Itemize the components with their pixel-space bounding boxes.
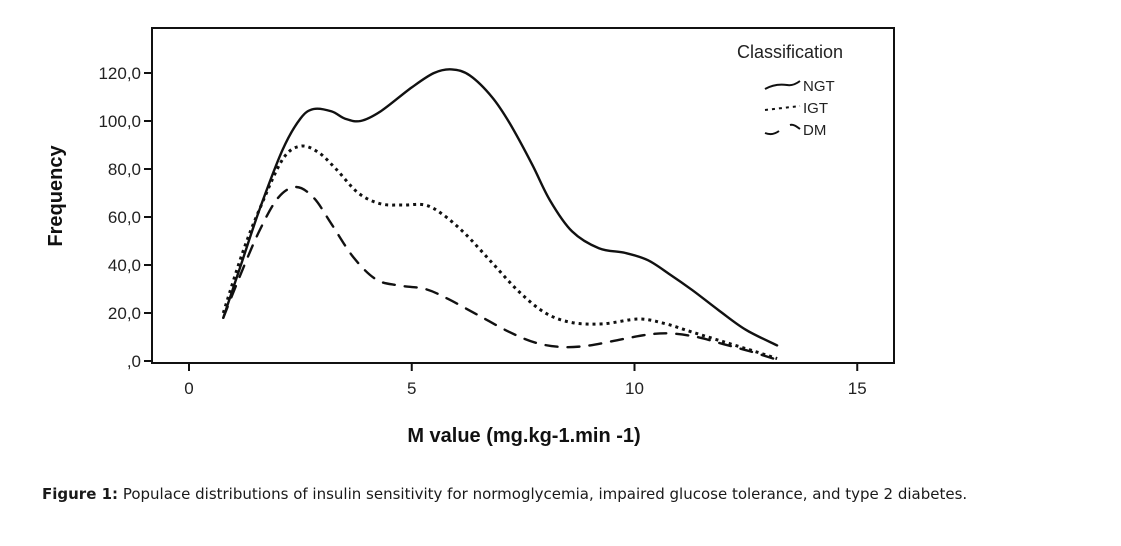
plot-frame [151,27,895,364]
legend-label-igt: IGT [803,100,828,117]
x-tick-label: 10 [625,379,644,398]
y-tick-label: 40,0 [108,256,141,275]
legend-sample-igt [764,105,801,111]
x-axis: 0 5 10 15 [184,363,867,398]
x-tick-label: 5 [407,379,416,398]
legend-label-dm: DM [803,122,826,139]
y-axis-title: Frequency [45,145,67,247]
legend-sample-dm [764,123,801,136]
y-tick-label: 100,0 [98,112,141,131]
x-tick-label: 15 [848,379,867,398]
y-tick-label: ,0 [127,352,141,371]
legend: Classification NGT IGT DM [737,42,843,139]
figure-caption: Figure 1: Populace distributions of insu… [42,483,1082,505]
caption-label: Figure 1: [42,485,119,503]
series-line-igt [221,144,778,361]
caption-text: Populace distributions of insulin sensit… [118,485,968,503]
x-tick-label: 0 [184,379,193,398]
legend-label-ngt: NGT [803,78,835,95]
legend-sample-ngt [764,80,801,90]
series-line-ngt [222,68,779,347]
x-axis-title: M value (mg.kg-1.min -1) [407,425,640,447]
series-layer [221,68,779,361]
y-tick-label: 120,0 [98,64,141,83]
y-tick-label: 60,0 [108,208,141,227]
y-tick-label: 80,0 [108,160,141,179]
legend-title: Classification [737,42,843,62]
y-tick-label: 20,0 [108,304,141,323]
chart: ,0 20,0 40,0 60,0 80,0 100,0 120,0 0 5 10 15 Clas… [45,27,895,447]
y-axis: ,0 20,0 40,0 60,0 80,0 100,0 120,0 [98,64,152,371]
